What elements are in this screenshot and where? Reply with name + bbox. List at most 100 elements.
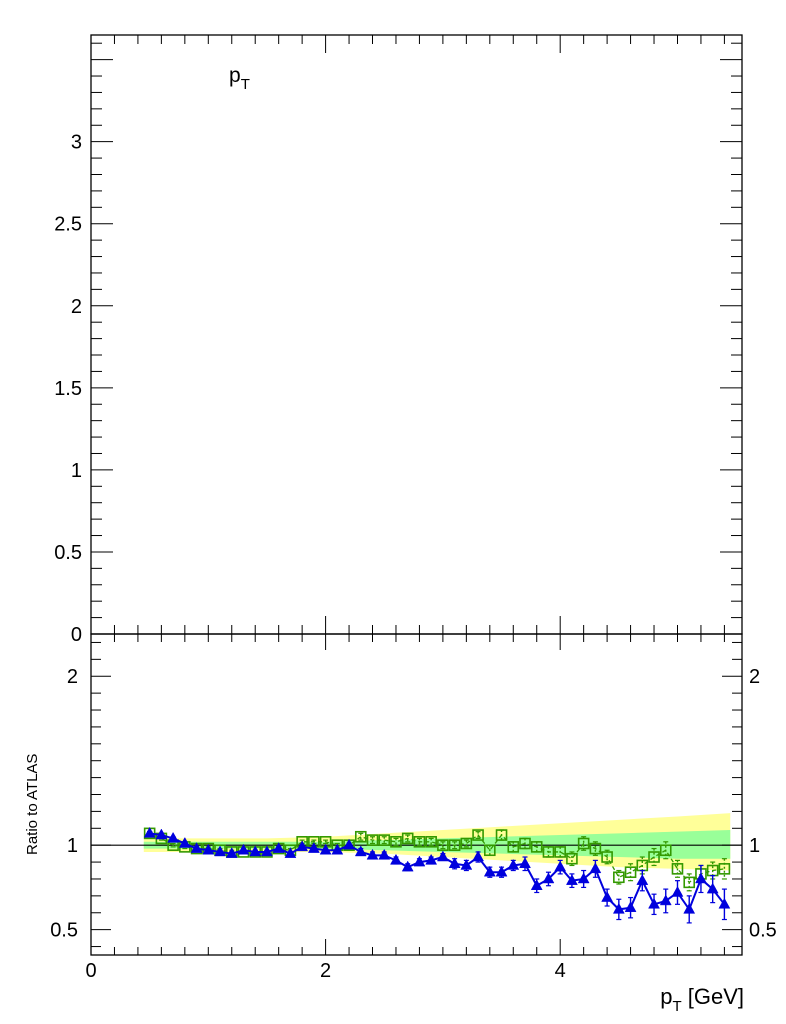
data-point-square	[648, 851, 660, 863]
data-point-triangle	[343, 838, 355, 850]
data-point-triangle	[143, 826, 156, 838]
data-point-triangle	[249, 845, 262, 857]
ratio-y-tick-label-left: 0.5	[50, 920, 78, 942]
data-point-square	[378, 834, 391, 846]
ratio-y-tick-label-left: 1	[67, 835, 78, 857]
data-point-triangle	[167, 831, 180, 843]
data-point-square	[495, 829, 508, 841]
data-point-square	[413, 836, 426, 848]
data-point-triangle	[577, 872, 590, 884]
data-point-square	[659, 844, 672, 857]
x-axis-label-sub: T	[672, 998, 681, 1015]
ratio-x-tick-label: 2	[320, 960, 331, 982]
data-point-triangle	[307, 842, 320, 853]
data-point-triangle	[636, 874, 649, 885]
ratio-y-tick-labels-right: 0.5 1 2	[749, 666, 777, 941]
main-frame	[90, 34, 743, 635]
ratio-ticks	[90, 634, 742, 955]
data-point-triangle	[272, 842, 285, 853]
x-axis-label: pT [GeV]	[660, 984, 744, 1015]
data-point-square	[554, 846, 566, 858]
data-point-square	[718, 863, 731, 875]
data-point-triangle	[413, 855, 426, 867]
data-point-square	[472, 829, 484, 841]
data-point-triangle	[659, 894, 672, 906]
data-point-triangle	[284, 847, 297, 858]
main-y-tick-label: 0.5	[54, 542, 82, 564]
data-point-square	[577, 837, 590, 850]
data-point-triangle	[519, 857, 531, 869]
ratio-series-filled-triangle	[143, 826, 731, 924]
main-y-tick-label: 3	[71, 132, 82, 154]
data-point-square	[366, 834, 379, 846]
data-point-square	[354, 830, 367, 843]
data-point-triangle	[225, 847, 238, 858]
main-panel: 0 0.5 1 1.5 2 2.5 3 pT	[54, 34, 743, 646]
data-point-triangle	[401, 860, 414, 872]
data-point-triangle	[354, 845, 367, 857]
data-point-square	[530, 841, 543, 853]
data-point-triangle	[601, 891, 614, 902]
data-point-triangle	[436, 850, 449, 862]
data-point-triangle	[648, 897, 660, 909]
data-point-square	[613, 871, 625, 884]
x-axis-label-rest: [GeV]	[682, 984, 744, 1009]
main-annotation-main: p	[229, 64, 241, 87]
data-point-square	[566, 852, 578, 865]
data-point-triangle	[425, 853, 438, 865]
ratio-panel: 0.5 1 2 0.5 1 2 0 2 4 Ratio to ATLAS pT [GeV]	[24, 633, 777, 1015]
data-point-triangle	[542, 872, 555, 884]
data-point-square	[519, 837, 531, 850]
data-point-triangle	[495, 865, 508, 877]
data-point-triangle	[331, 843, 344, 855]
data-point-triangle	[565, 874, 578, 885]
data-point-triangle	[296, 840, 309, 852]
data-point-square	[448, 839, 461, 851]
main-y-tick-label: 2.5	[54, 214, 82, 236]
main-annotation: pT	[229, 64, 250, 93]
data-point-triangle	[530, 879, 543, 890]
data-point-triangle	[483, 865, 496, 877]
main-y-tick-label: 2	[71, 296, 82, 318]
data-point-square	[542, 846, 555, 858]
data-point-triangle	[589, 862, 602, 874]
data-point-square	[624, 866, 637, 879]
data-point-triangle	[683, 902, 696, 914]
data-point-square	[460, 837, 473, 850]
data-point-triangle	[214, 845, 226, 857]
ratio-x-tick-label: 0	[85, 960, 96, 982]
data-point-square	[507, 841, 520, 853]
data-point-square	[683, 876, 696, 889]
data-point-triangle	[261, 845, 273, 857]
data-point-triangle	[390, 853, 402, 865]
main-ticks	[90, 35, 742, 635]
ratio-frame	[90, 633, 743, 956]
data-point-triangle	[378, 848, 391, 860]
data-point-triangle	[178, 836, 191, 848]
data-point-triangle	[319, 843, 332, 855]
data-point-triangle	[671, 885, 684, 897]
data-point-triangle	[695, 872, 707, 884]
data-point-square	[671, 863, 684, 875]
main-y-tick-label: 1.5	[54, 378, 82, 400]
data-point-square	[589, 842, 602, 855]
ratio-series	[143, 826, 731, 924]
data-point-square	[401, 832, 414, 845]
main-y-tick-label: 1	[71, 460, 82, 482]
data-point-triangle	[155, 828, 168, 840]
main-y-tick-label: 0	[71, 624, 82, 646]
data-point-triangle	[472, 850, 485, 862]
ratio-y-tick-label-right: 0.5	[749, 920, 777, 942]
data-point-triangle	[612, 902, 625, 914]
ratio-y-tick-label-right: 1	[749, 835, 760, 857]
data-point-triangle	[718, 897, 731, 909]
main-annotation-sub: T	[241, 76, 250, 93]
data-point-square	[484, 844, 496, 857]
data-point-triangle	[448, 857, 461, 869]
data-point-triangle	[366, 848, 379, 860]
data-point-triangle	[554, 860, 567, 872]
ratio-y-tick-label-right: 2	[749, 666, 760, 688]
data-point-triangle	[507, 858, 520, 870]
data-point-triangle	[237, 843, 250, 855]
